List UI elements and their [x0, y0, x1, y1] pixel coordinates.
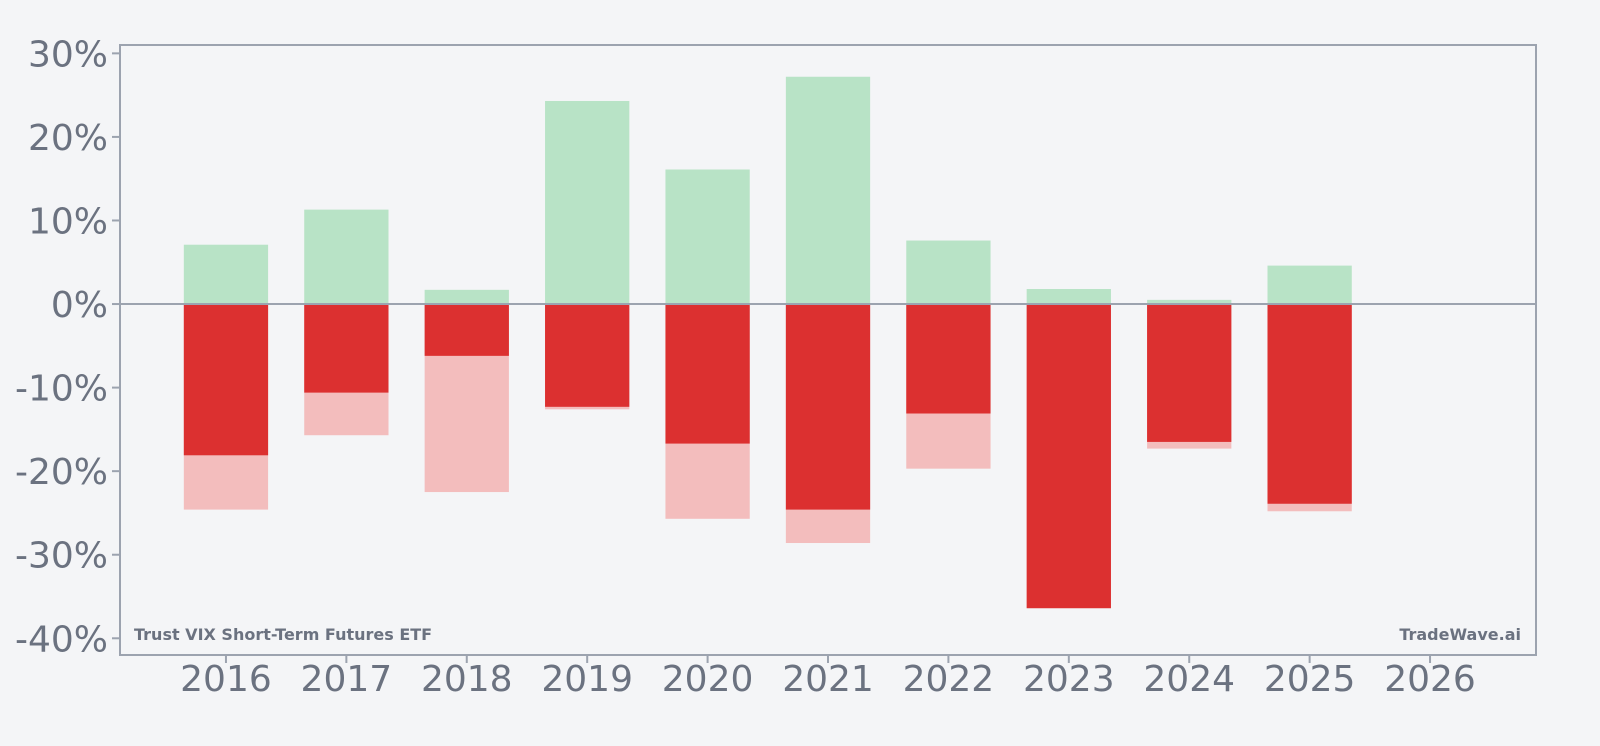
- bar-negative-dark-2017: [304, 304, 389, 393]
- fund-name-annotation: Trust VIX Short-Term Futures ETF: [134, 625, 432, 644]
- bar-negative-dark-2023: [1026, 304, 1111, 609]
- bar-negative-dark-2024: [1147, 304, 1232, 442]
- bar-positive-2016: [183, 244, 269, 305]
- x-tick-label: 2021: [782, 659, 874, 700]
- bar-positive-2024: [1147, 299, 1232, 305]
- bar-positive-2018: [424, 289, 509, 305]
- x-tick-label: 2020: [662, 659, 754, 700]
- bar-negative-dark-2016: [183, 304, 269, 456]
- bar-positive-2023: [1026, 289, 1111, 305]
- x-tick-label: 2023: [1023, 659, 1115, 700]
- y-tick-label: -40%: [15, 619, 108, 660]
- bar-positive-2019: [545, 100, 630, 305]
- y-tick-label: 10%: [28, 201, 108, 242]
- y-tick-label: 0%: [51, 285, 108, 326]
- bar-negative-dark-2019: [545, 304, 630, 407]
- x-tick-label: 2016: [180, 659, 272, 700]
- y-tick-label: -20%: [15, 452, 108, 493]
- y-tick-label: -10%: [15, 369, 108, 410]
- bar-positive-2022: [906, 240, 991, 305]
- x-tick-label: 2024: [1143, 659, 1235, 700]
- bar-positive-2025: [1267, 265, 1352, 305]
- bar-positive-2017: [304, 209, 389, 305]
- x-tick-label: 2019: [541, 659, 633, 700]
- bar-positive-2021: [785, 76, 871, 305]
- brand-watermark: TradeWave.ai: [1399, 625, 1521, 644]
- x-tick-label: 2025: [1264, 659, 1356, 700]
- x-tick-label: 2022: [903, 659, 995, 700]
- bar-negative-dark-2018: [424, 304, 509, 356]
- x-axis-ticks: 2016 2017 2018 2019 2020 2021 2022 2023 2024 2025…: [180, 655, 1476, 700]
- bars-group: [183, 76, 1352, 609]
- bar-negative-dark-2021: [785, 304, 871, 510]
- y-axis-ticks: 30% 20% 10% 0% -10% -20% -30% -40%: [15, 34, 120, 660]
- y-tick-label: 20%: [28, 118, 108, 159]
- x-tick-label: 2026: [1384, 659, 1476, 700]
- bar-negative-dark-2022: [906, 304, 991, 414]
- bar-positive-2020: [665, 169, 750, 305]
- y-tick-label: -30%: [15, 536, 108, 577]
- x-tick-label: 2018: [421, 659, 513, 700]
- y-tick-label: 30%: [28, 34, 108, 75]
- bar-negative-dark-2025: [1267, 304, 1352, 504]
- x-tick-label: 2017: [301, 659, 393, 700]
- bar-negative-dark-2020: [665, 304, 750, 444]
